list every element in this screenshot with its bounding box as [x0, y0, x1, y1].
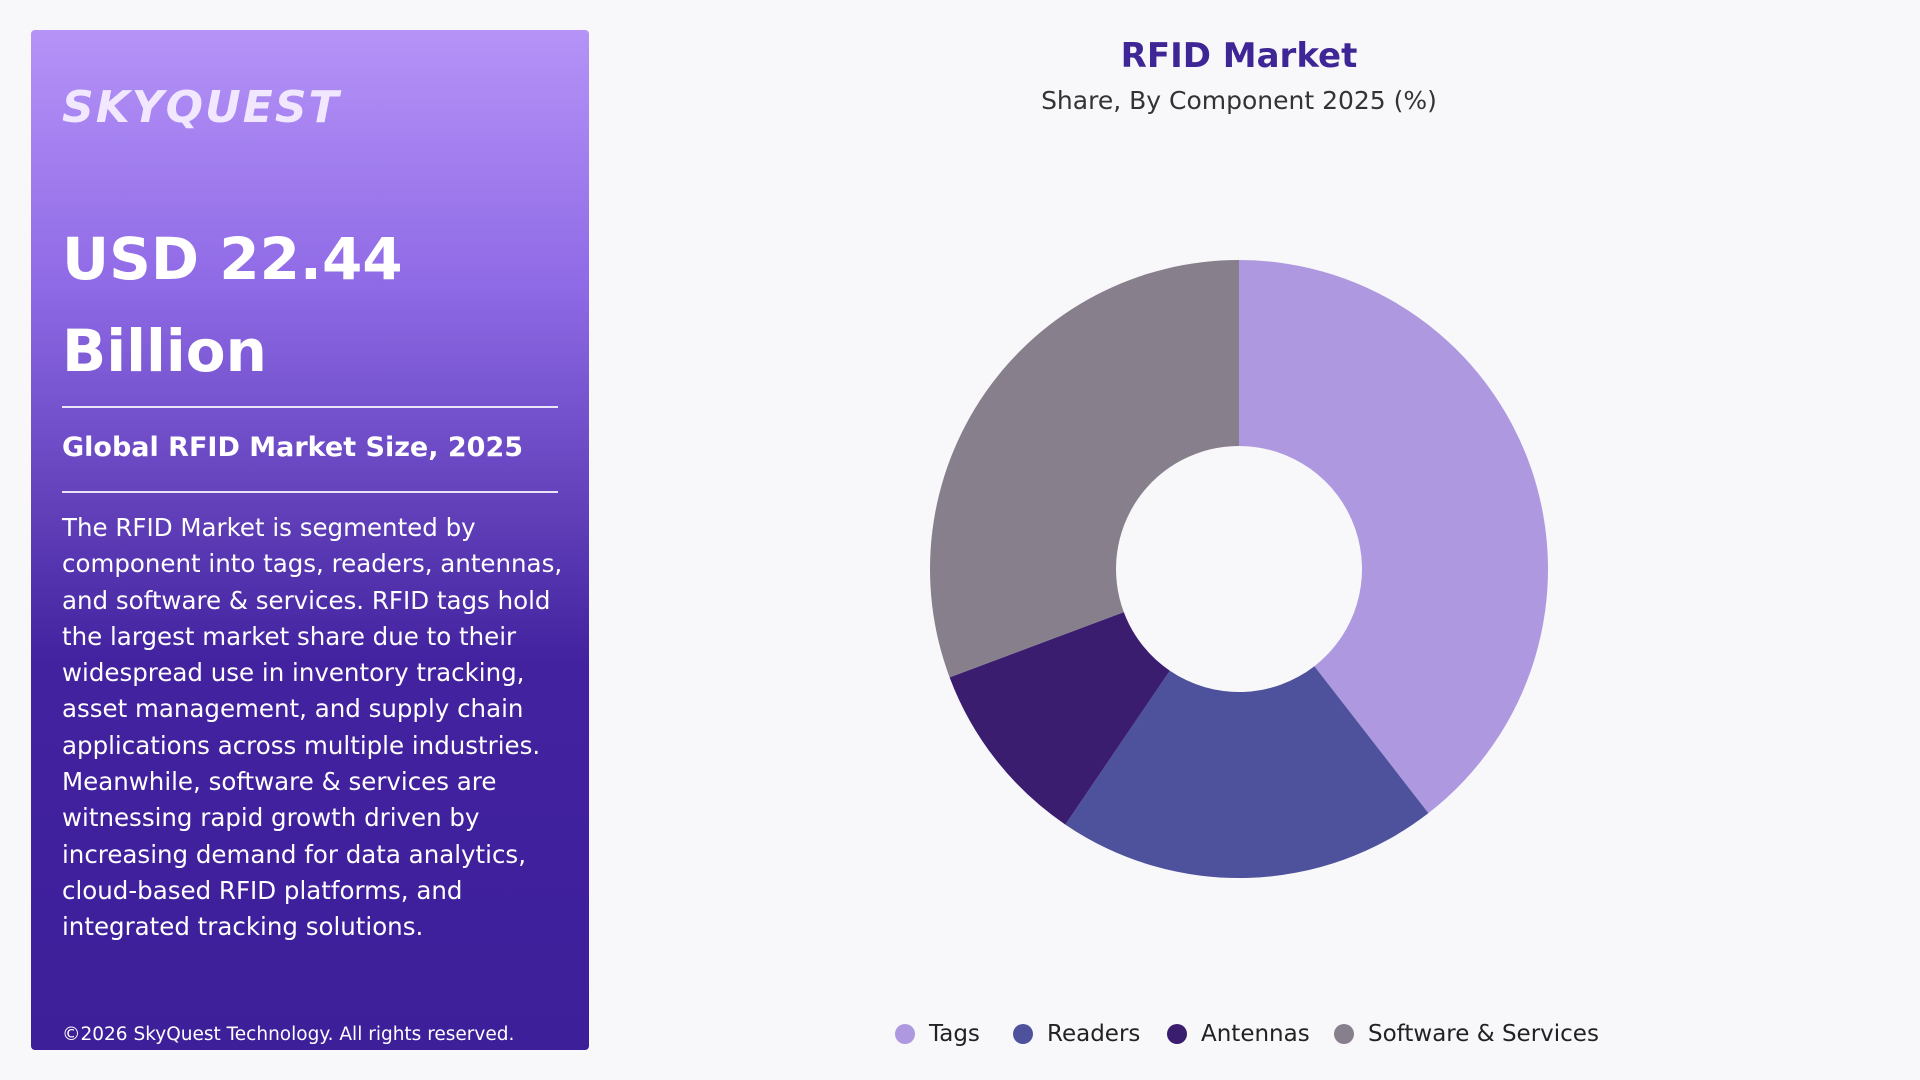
summary-panel: SKYQUEST USD 22.44 Billion Global RFID M…	[31, 30, 589, 1050]
legend-label: Tags	[929, 1021, 980, 1047]
skyquest-logo: SKYQUEST	[62, 82, 341, 133]
legend-label: Antennas	[1201, 1021, 1310, 1047]
legend-swatch	[895, 1024, 915, 1044]
legend-label: Software & Services	[1368, 1021, 1599, 1047]
legend-label: Readers	[1047, 1021, 1141, 1047]
donut-slice-readers[interactable]	[1065, 666, 1429, 878]
legend-swatch	[1334, 1024, 1354, 1044]
market-size-caption: Global RFID Market Size, 2025	[62, 432, 524, 463]
headline-unit: Billion	[62, 317, 267, 385]
donut-chart	[930, 260, 1549, 878]
market-size-headline: USD 22.44 Billion	[62, 213, 562, 397]
donut-slice-tags[interactable]	[1239, 260, 1549, 814]
legend-item-software-services[interactable]: Software & Services	[1334, 1016, 1599, 1052]
legend-item-readers[interactable]: Readers	[1013, 1016, 1140, 1052]
market-description: The RFID Market is segmented by componen…	[62, 513, 563, 942]
divider-top	[62, 406, 558, 408]
legend-item-tags[interactable]: Tags	[895, 1016, 980, 1052]
headline-value: USD 22.44	[62, 225, 403, 293]
divider-bottom	[62, 491, 558, 493]
legend-swatch	[1013, 1024, 1033, 1044]
chart-title: RFID Market	[1120, 36, 1358, 76]
legend-item-antennas[interactable]: Antennas	[1167, 1016, 1310, 1052]
copyright-notice: ©2026 SkyQuest Technology. All rights re…	[62, 1024, 515, 1045]
chart-subtitle: Share, By Component 2025 (%)	[1041, 86, 1437, 115]
donut-slice-antennas[interactable]	[949, 612, 1170, 825]
donut-slice-software-services[interactable]	[930, 260, 1239, 678]
legend-swatch	[1167, 1024, 1187, 1044]
chart-legend: Tags Readers Antennas Software & Services	[0, 1016, 1920, 1052]
